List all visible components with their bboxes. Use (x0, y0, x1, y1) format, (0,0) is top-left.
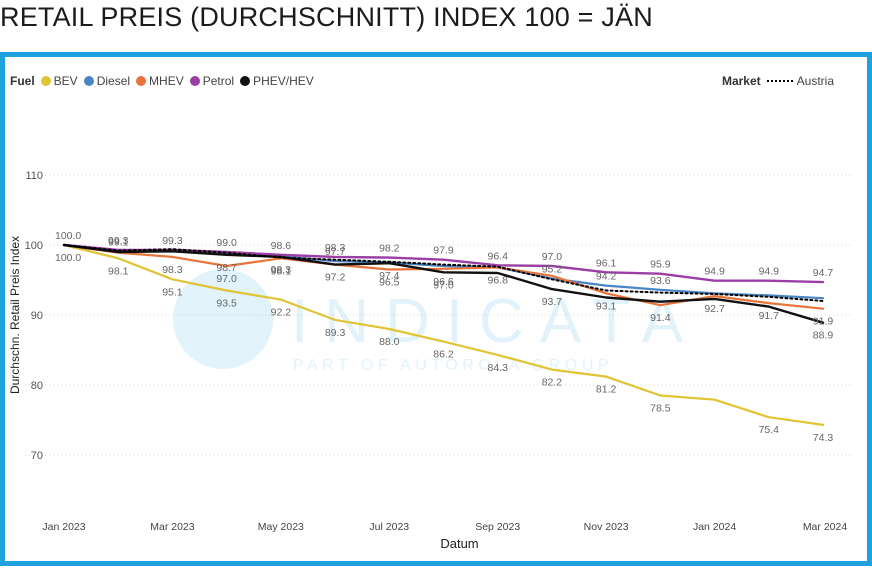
data-label: 93.7 (542, 296, 563, 308)
data-label: 98.3 (325, 242, 346, 254)
data-label: 97.2 (325, 272, 346, 284)
data-label: 84.3 (487, 362, 508, 374)
x-tick-label: Jan 2023 (42, 521, 85, 533)
data-label: 98.2 (379, 243, 400, 255)
data-label: 97.0 (542, 251, 563, 263)
data-label: 94.2 (596, 271, 617, 283)
legend-item-diesel[interactable]: Diesel (83, 74, 131, 88)
data-label: 96.8 (487, 274, 508, 286)
data-label: 74.3 (813, 432, 834, 444)
x-axis-title: Datum (440, 536, 478, 551)
y-tick-label: 110 (25, 170, 43, 182)
data-label: 96.1 (596, 257, 617, 269)
data-label: 82.2 (542, 377, 563, 389)
data-label: 94.7 (813, 267, 834, 279)
data-label: 97.4 (379, 270, 400, 282)
x-tick-label: Mar 2023 (150, 521, 195, 533)
y-axis-title: Durchschn. Retail Preis Index (8, 236, 22, 394)
x-tick-label: Jan 2024 (693, 521, 736, 533)
x-tick-label: Jul 2023 (369, 521, 409, 533)
data-label: 93.6 (650, 275, 671, 287)
data-label: 98.3 (162, 264, 183, 276)
legend-label-phev-hev: PHEV/HEV (253, 74, 314, 88)
watermark-brand: INDICATA (291, 287, 699, 356)
data-label: 96.5 (379, 277, 400, 289)
data-label: 98.1 (271, 265, 292, 277)
data-label: 75.4 (759, 424, 780, 436)
data-label: 98.1 (108, 265, 129, 277)
data-label: 99.3 (162, 235, 183, 247)
data-label: 98.7 (216, 262, 237, 274)
legend-item-phev-hev[interactable]: PHEV/HEV (240, 74, 314, 88)
x-tick-label: May 2023 (258, 521, 304, 533)
data-label: 92.7 (704, 303, 725, 315)
legend-item-petrol[interactable]: Petrol (189, 74, 235, 88)
phev-hev-color-dot (240, 76, 251, 86)
data-label: 96.6 (433, 276, 454, 288)
data-label: 99.1 (108, 236, 129, 248)
data-label: 96.4 (487, 250, 508, 262)
x-tick-label: Sep 2023 (475, 521, 520, 533)
series-line-bev (62, 243, 825, 426)
data-label: 95.2 (542, 264, 563, 276)
data-label: 97.9 (433, 245, 454, 257)
legend-label-austria: Austria (796, 74, 834, 88)
y-tick-label: 70 (31, 450, 43, 462)
data-label: 97.0 (216, 273, 237, 285)
data-label: 97.0 (433, 279, 454, 291)
diesel-color-dot (83, 76, 94, 86)
bev-color-dot (40, 76, 51, 86)
data-label: 100.0 (55, 230, 81, 242)
data-label: 91.7 (759, 310, 780, 322)
x-tick-label: Mar 2024 (803, 521, 848, 533)
data-label: 88.9 (813, 330, 834, 342)
data-label: 99.0 (216, 237, 237, 249)
data-label: 93.1 (596, 300, 617, 312)
y-tick-label: 80 (31, 380, 43, 392)
fuel-legend-title: Fuel (10, 74, 35, 88)
data-label: 81.2 (596, 384, 617, 396)
data-label: 97.7 (325, 246, 346, 258)
series-line-austria (63, 244, 824, 302)
legend-label-mhev: MHEV (149, 74, 184, 88)
data-label: 91.9 (813, 316, 834, 328)
y-tick-label: 90 (31, 310, 43, 322)
legend-item-bev[interactable]: BEV (40, 74, 78, 88)
legend-label-bev: BEV (53, 74, 78, 88)
data-label: 95.1 (162, 286, 183, 298)
dotted-line-swatch (766, 80, 793, 82)
y-tick-label: 100 (25, 240, 43, 252)
chart-panel: Fuel BEV Diesel MHEV Petrol PHEV/HEV Mar… (0, 52, 872, 566)
data-label: 100.0 (55, 252, 81, 264)
series-line-phev-hev (62, 243, 825, 324)
data-label: 95.9 (650, 259, 671, 271)
data-label: 86.2 (433, 349, 454, 361)
watermark-tagline: PART OF AUTOROLA GROUP (293, 357, 613, 374)
data-label: 89.3 (325, 327, 346, 339)
page-title: RETAIL PREIS (DURCHSCHNITT) INDEX 100 = … (0, 2, 653, 32)
data-label: 94.9 (759, 266, 780, 278)
x-tick-label: Nov 2023 (584, 521, 629, 533)
data-label: 93.5 (216, 298, 237, 310)
legend-label-diesel: Diesel (96, 74, 131, 88)
data-label: 92.2 (271, 307, 292, 319)
data-label: 94.9 (704, 266, 725, 278)
data-label: 98.6 (271, 240, 292, 252)
legend-label-petrol: Petrol (202, 74, 235, 88)
data-label: 88.0 (379, 336, 400, 348)
data-label: 98.3 (271, 264, 292, 276)
market-legend: Market Austria (722, 74, 840, 88)
legend-item-austria[interactable]: Austria (766, 74, 834, 88)
data-label: 91.4 (650, 312, 671, 324)
data-label: 99.3 (108, 235, 129, 247)
mhev-color-dot (136, 76, 147, 86)
fuel-legend: Fuel BEV Diesel MHEV Petrol PHEV/HEV (10, 74, 320, 88)
market-legend-title: Market (721, 74, 761, 88)
data-label: 78.5 (650, 403, 671, 415)
legend-item-mhev[interactable]: MHEV (136, 74, 184, 88)
petrol-color-dot (189, 76, 200, 86)
